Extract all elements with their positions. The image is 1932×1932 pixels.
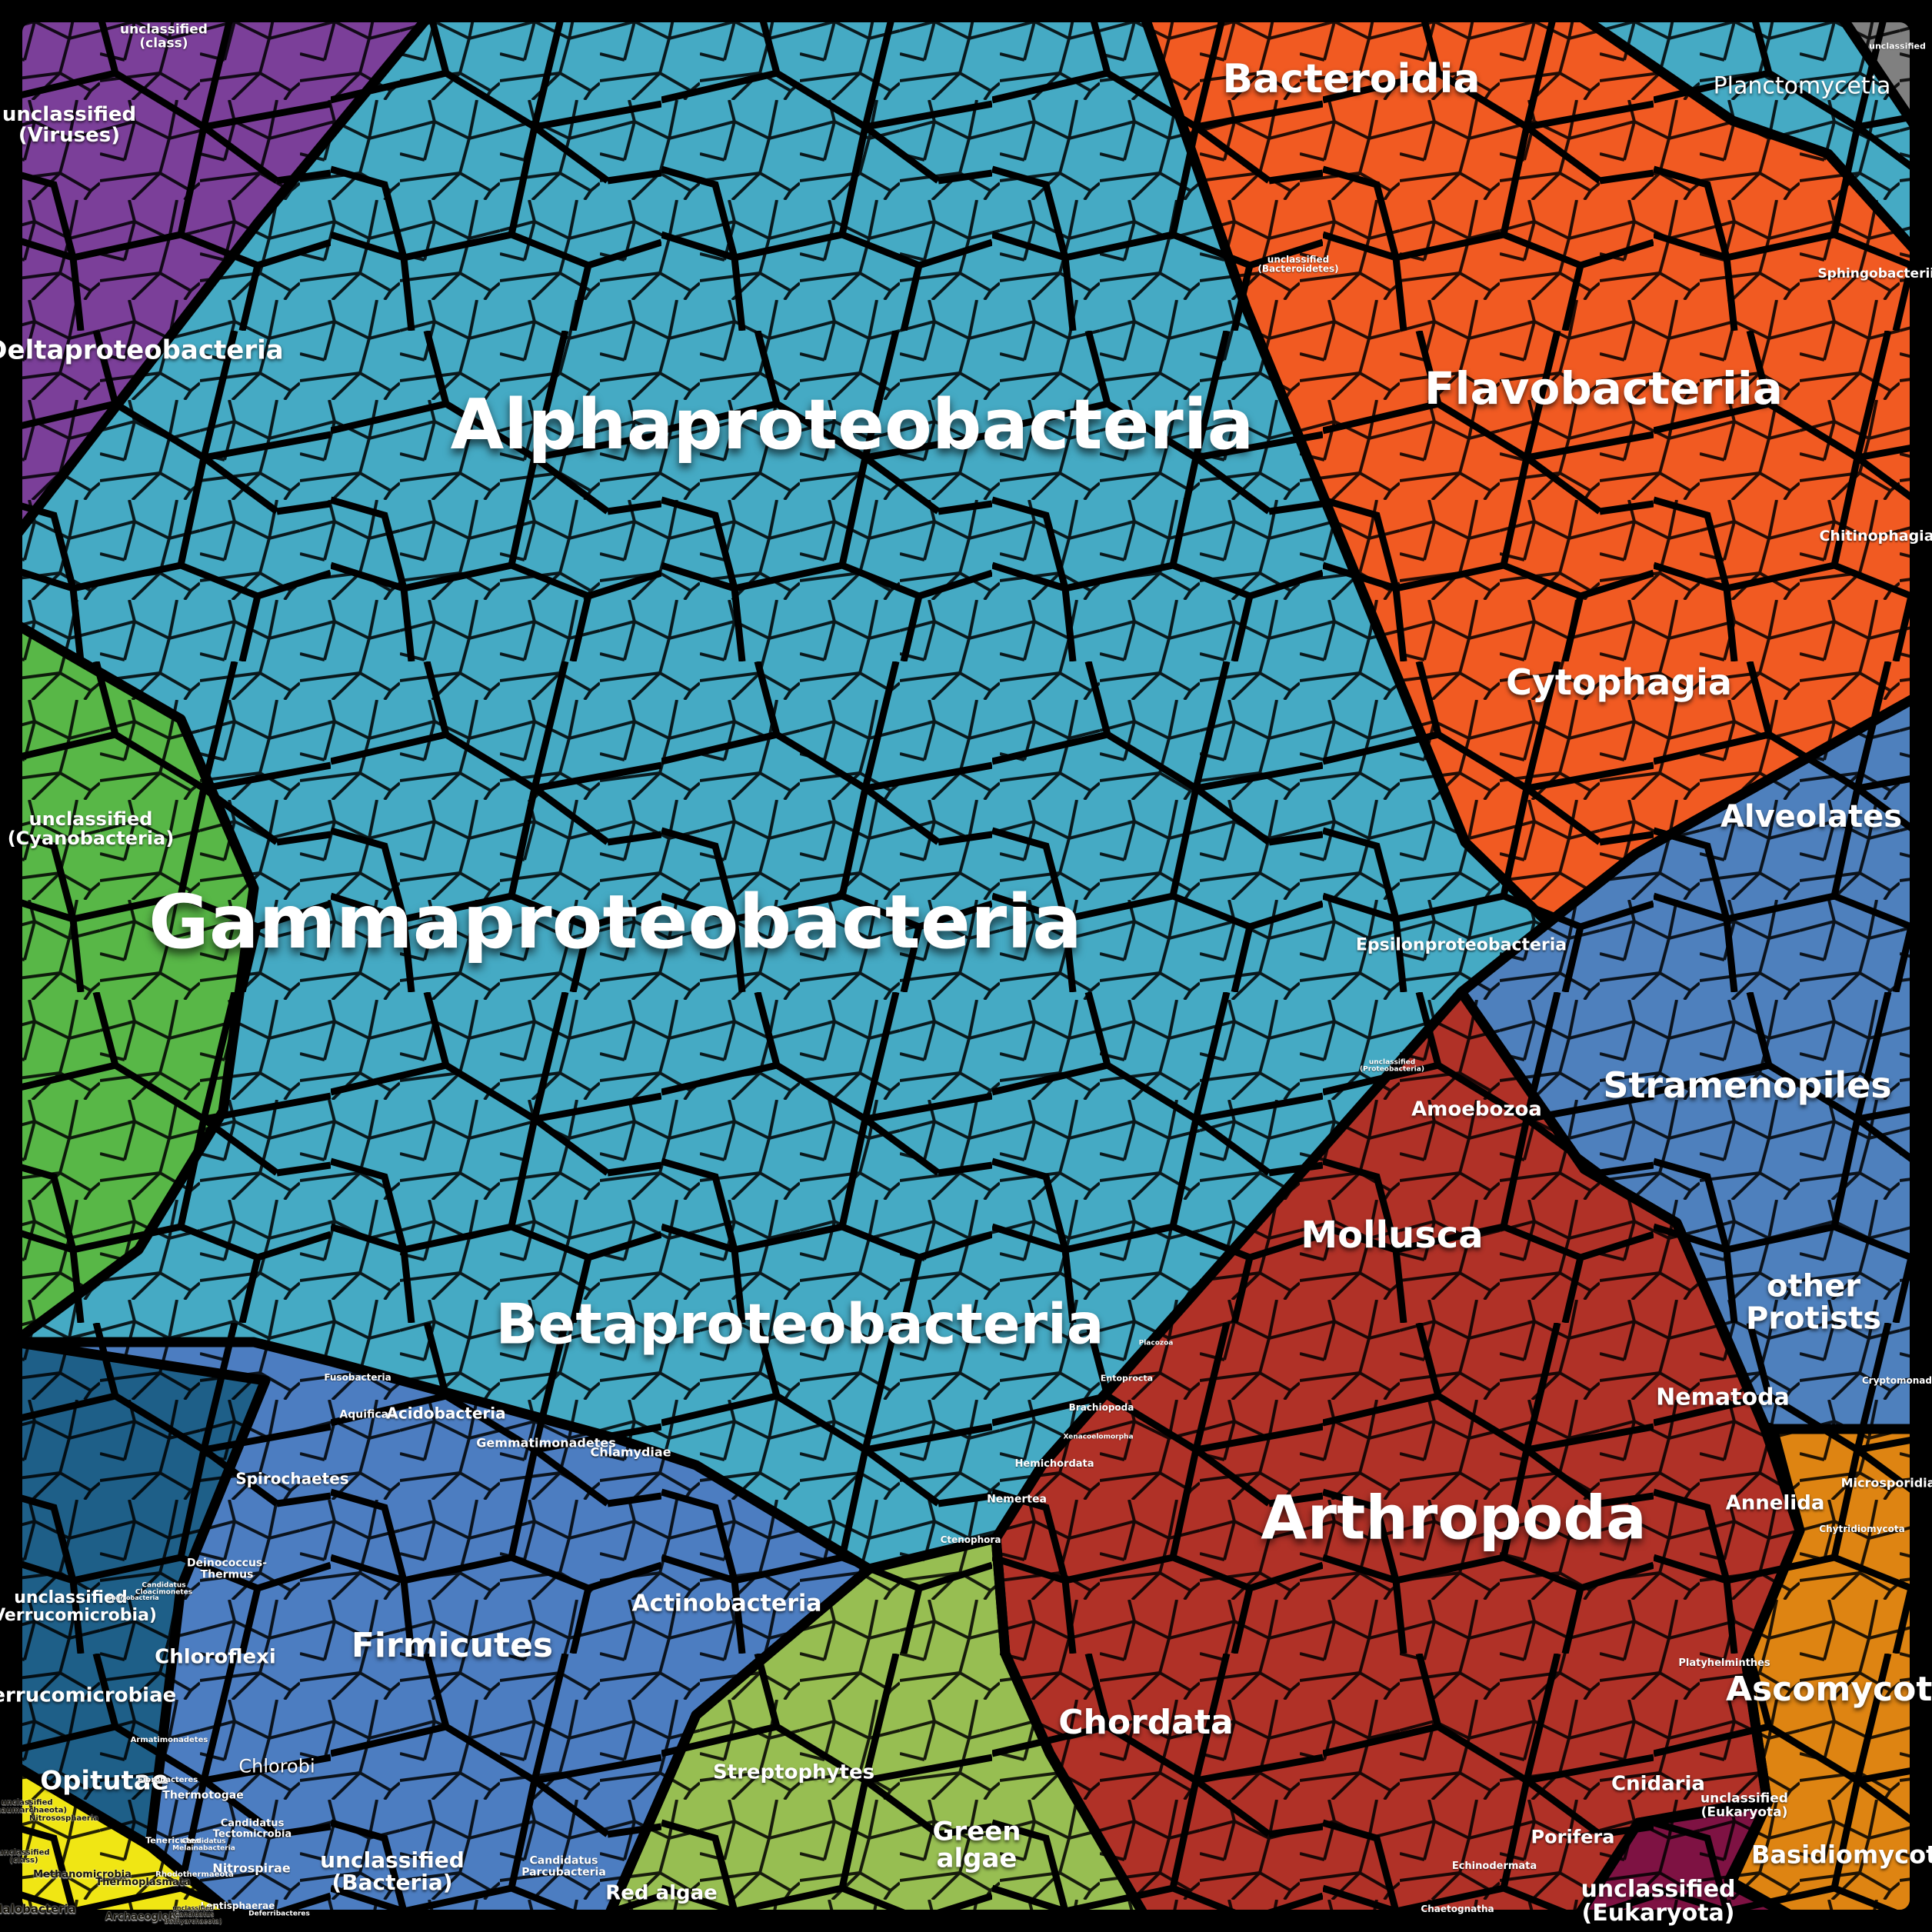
region-fills: [14, 14, 1918, 1918]
